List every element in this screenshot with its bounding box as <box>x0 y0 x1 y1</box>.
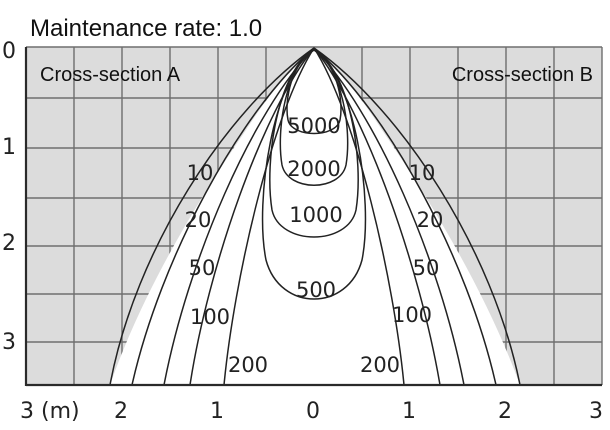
depth-tick-1: 1 <box>2 135 16 160</box>
isolux-50-left-curve <box>163 47 315 386</box>
horizontal-tick-1-left: 1 <box>210 399 224 424</box>
lux-label-500: 500 <box>296 278 336 302</box>
lux-label-left-20: 20 <box>185 208 212 232</box>
isolux-20-left-curve <box>131 47 315 386</box>
isolux-curves <box>109 47 521 386</box>
isolux-500-loop <box>261 49 367 300</box>
lux-label-2000: 2000 <box>287 157 340 181</box>
illuminated-cone <box>110 48 520 385</box>
lux-label-right-20: 20 <box>417 208 444 232</box>
isolux-200-right-curve <box>313 47 405 386</box>
cross-section-a-label: Cross-section A <box>40 64 181 86</box>
depth-tick-0: 0 <box>2 39 16 64</box>
horizontal-tick-3-right: 3 <box>589 399 603 424</box>
lux-label-1000: 1000 <box>289 203 342 227</box>
lux-label-right-100: 100 <box>392 303 432 327</box>
lux-label-right-50: 50 <box>413 256 440 280</box>
lux-label-left-200: 200 <box>228 353 268 377</box>
isolux-200-left-curve <box>223 47 315 386</box>
horizontal-tick-3m-left: 3 (m) <box>20 399 80 424</box>
horizontal-tick-1-right: 1 <box>402 399 416 424</box>
lux-label-right-200: 200 <box>360 353 400 377</box>
depth-tick-2: 2 <box>2 231 16 256</box>
isolux-10-right-curve <box>313 47 521 386</box>
isolux-2000-loop <box>279 49 349 186</box>
lux-label-right-10: 10 <box>409 161 436 185</box>
cross-section-b-label: Cross-section B <box>452 64 593 86</box>
lux-label-5000: 5000 <box>287 114 340 138</box>
horizontal-tick-2-right: 2 <box>498 399 512 424</box>
isolux-10-left-curve <box>109 47 315 386</box>
lux-label-left-100: 100 <box>190 305 230 329</box>
lux-label-left-10: 10 <box>187 161 214 185</box>
maintenance-rate-title: Maintenance rate: 1.0 <box>30 15 262 42</box>
isolux-50-right-curve <box>313 47 465 386</box>
depth-tick-3: 3 <box>2 330 16 355</box>
horizontal-tick-0: 0 <box>306 399 320 424</box>
lux-label-left-50: 50 <box>189 256 216 280</box>
horizontal-tick-2-left: 2 <box>114 399 128 424</box>
isolux-20-right-curve <box>313 47 497 386</box>
